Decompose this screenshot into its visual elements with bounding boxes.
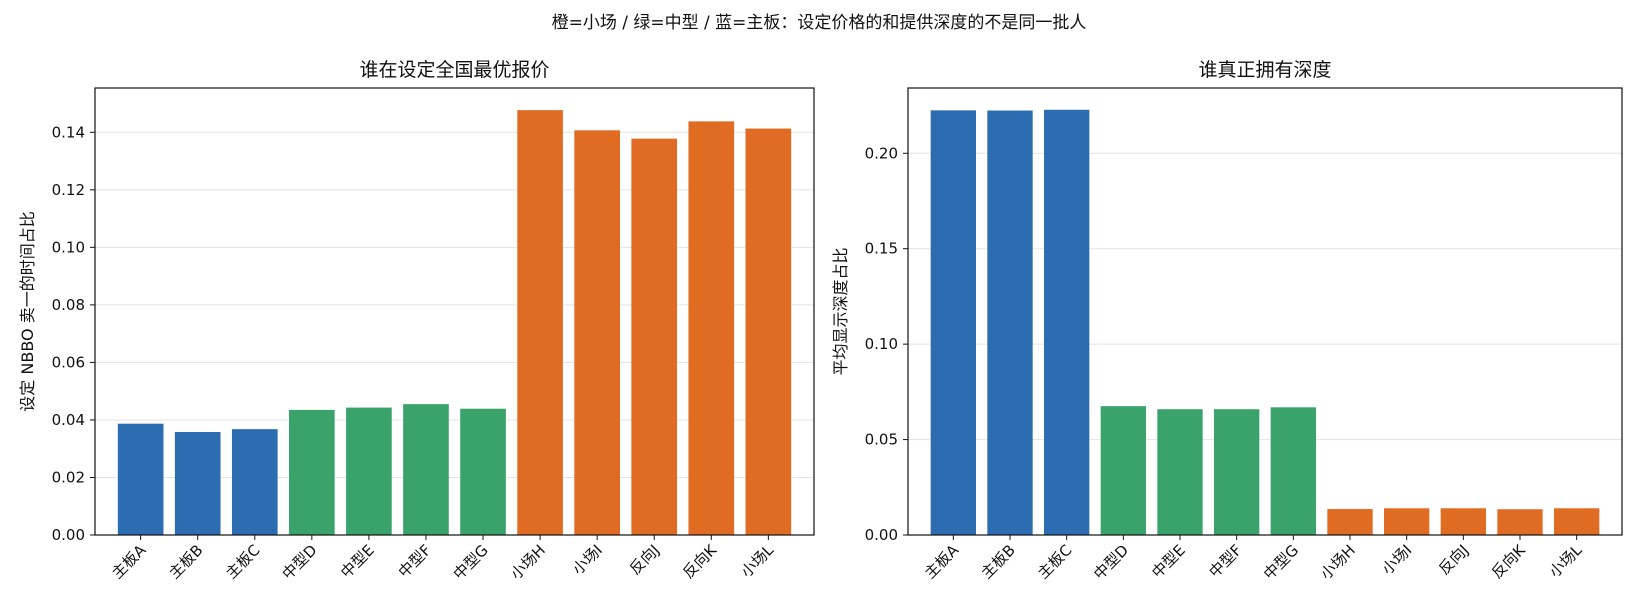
y-tick-label: 0.00 — [52, 526, 85, 544]
y-tick-label: 0.10 — [52, 238, 85, 256]
x-tick-label: 小场I — [1378, 541, 1415, 578]
y-tick-label: 0.06 — [52, 353, 85, 371]
x-tick-label: 反向K — [1488, 540, 1530, 582]
x-tick-label: 小场L — [737, 541, 777, 581]
x-tick-label: 小场H — [507, 541, 549, 583]
bar-小场I — [1384, 508, 1430, 535]
bar-小场L — [1554, 508, 1600, 535]
x-tick-label: 反向J — [626, 541, 663, 578]
x-tick-label: 中型F — [395, 541, 435, 581]
x-tick-label: 主板B — [165, 541, 206, 582]
x-tick-label: 主板C — [1034, 541, 1075, 582]
bar-反向J — [1440, 508, 1486, 535]
bar-中型D — [289, 409, 335, 535]
bar-反向J — [631, 138, 678, 535]
bar-中型E — [1157, 409, 1203, 535]
chart-title: 谁真正拥有深度 — [1198, 59, 1331, 81]
x-tick-label: 反向J — [1435, 541, 1472, 578]
y-tick-label: 0.15 — [865, 240, 898, 258]
bar-中型F — [1214, 409, 1260, 535]
axes-frame — [94, 87, 815, 536]
bar-小场H — [1327, 509, 1373, 535]
y-tick-label: 0.05 — [865, 431, 898, 449]
x-tick-label: 主板A — [108, 541, 150, 583]
bar-中型G — [1270, 407, 1316, 535]
x-tick-label: 主板C — [222, 541, 263, 582]
x-tick-label: 中型G — [1260, 541, 1302, 583]
bar-反向K — [688, 121, 735, 536]
y-tick-label: 0.00 — [865, 526, 898, 544]
bar-小场H — [517, 110, 563, 535]
x-tick-label: 反向K — [679, 540, 721, 582]
bar-中型D — [1100, 406, 1146, 535]
bar-主板C — [231, 429, 278, 535]
x-tick-label: 中型E — [1148, 541, 1189, 582]
x-tick-label: 中型G — [450, 541, 492, 583]
bar-中型E — [346, 407, 392, 535]
y-tick-label: 0.08 — [52, 296, 85, 314]
y-tick-label: 0.14 — [52, 123, 85, 141]
bar-中型F — [403, 404, 449, 535]
bar-小场I — [574, 130, 620, 535]
x-tick-label: 小场H — [1317, 541, 1359, 583]
bar-中型G — [460, 408, 506, 535]
y-tick-label: 0.04 — [52, 411, 85, 429]
x-tick-label: 中型D — [279, 541, 321, 583]
x-tick-label: 中型E — [337, 541, 378, 582]
y-axis-label: 设定 NBBO 卖一的时间占比 — [18, 211, 37, 411]
x-tick-label: 主板B — [978, 541, 1019, 582]
axes-frame — [907, 87, 1623, 536]
x-tick-label: 小场I — [569, 541, 606, 578]
chart-panel-right: 0.00 0.05 0.10 0.15 0.20 主板A 主板B 主板C 中型D 中型E 中型F 中型… — [831, 59, 1623, 583]
figure-suptitle: 橙=小场 / 绿=中型 / 蓝=主板：设定价格的和提供深度的不是同一批人 — [552, 13, 1087, 33]
y-tick-label: 0.10 — [865, 335, 898, 353]
chart-panel-left: 0.00 0.02 0.04 0.06 0.08 0.10 0.12 0.14 主板A 主板B 主板… — [18, 59, 815, 583]
x-tick-label: 中型F — [1205, 541, 1245, 581]
bar-主板A — [930, 110, 976, 535]
bar-主板C — [1044, 109, 1090, 535]
y-tick-label: 0.20 — [865, 144, 898, 162]
x-tick-label: 小场L — [1546, 541, 1586, 581]
bar-主板B — [174, 432, 221, 535]
bar-小场L — [745, 128, 792, 535]
chart-title: 谁在设定全国最优报价 — [359, 59, 549, 81]
bar-主板B — [987, 110, 1033, 535]
bar-主板A — [117, 423, 164, 535]
x-tick-label: 中型D — [1090, 541, 1132, 583]
bar-反向K — [1497, 509, 1543, 535]
y-axis-label: 平均显示深度占比 — [831, 247, 850, 375]
x-tick-label: 主板A — [921, 541, 963, 583]
y-tick-label: 0.02 — [52, 468, 85, 486]
y-tick-label: 0.12 — [52, 181, 85, 199]
